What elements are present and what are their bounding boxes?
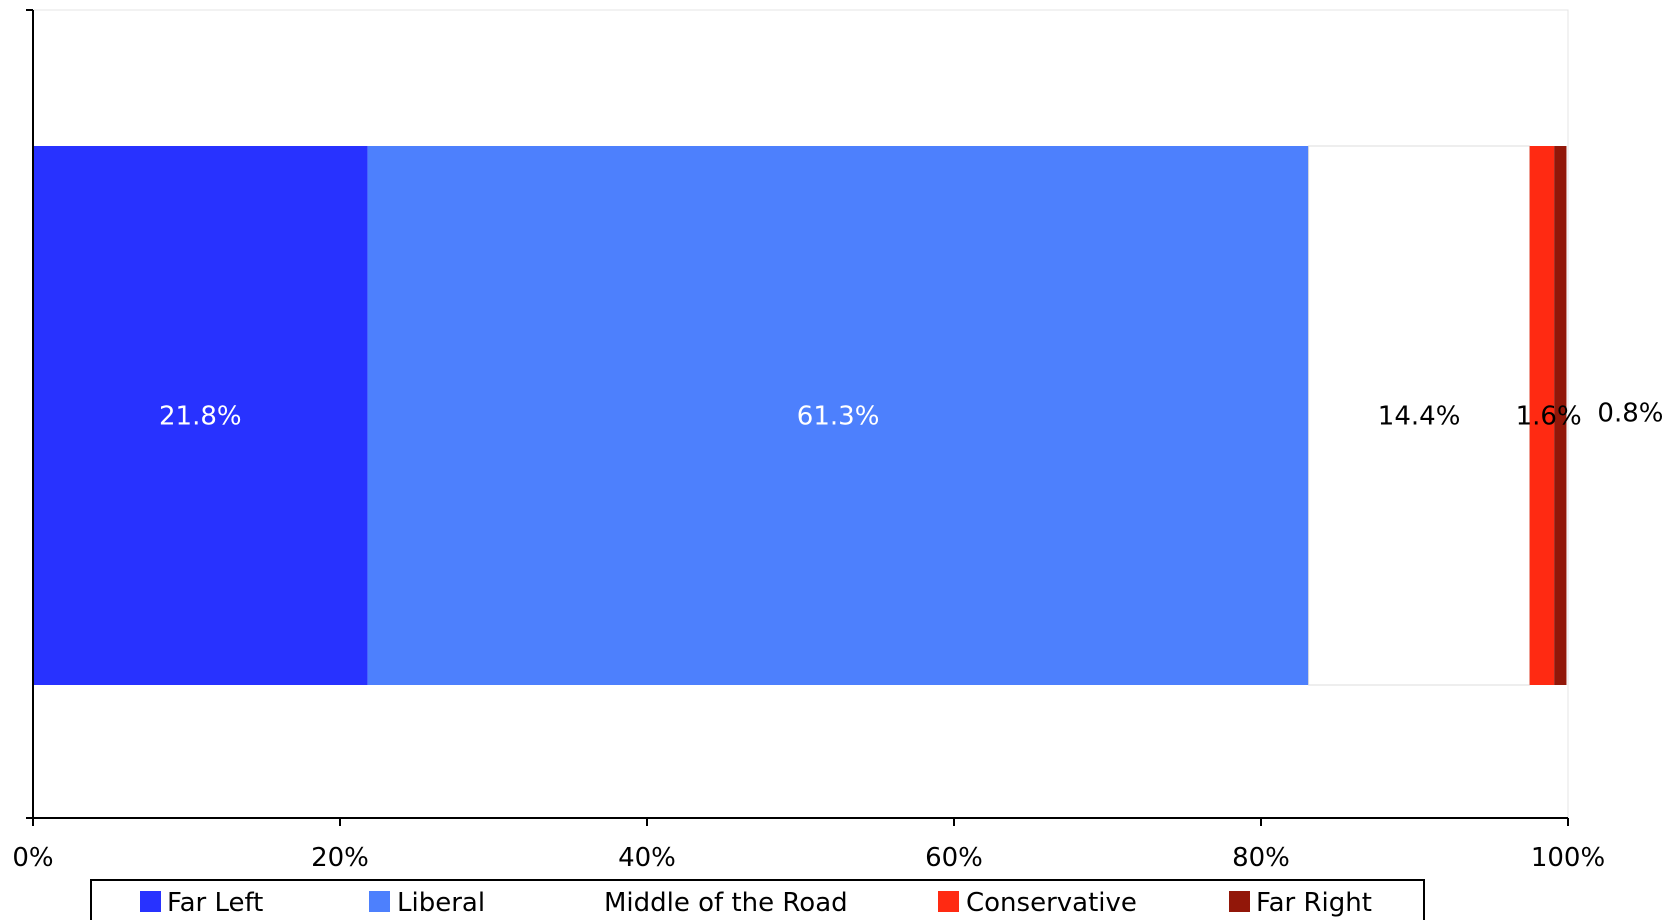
- bar-segment-middle-of-the-road: [1308, 145, 1531, 686]
- bar-segment-far-left: [33, 146, 368, 685]
- legend-item-far-left: Far Left: [140, 888, 263, 918]
- bar-segment-far-right: [1554, 146, 1567, 685]
- legend-label-conservative: Conservative: [966, 888, 1137, 918]
- legend-swatch-conservative: [938, 891, 959, 912]
- data-label-far-left: 21.8%: [159, 402, 242, 432]
- x-tick-label-20: 20%: [311, 843, 369, 873]
- legend-item-middle-of-the-road: Middle of the Road: [604, 888, 848, 918]
- data-labels-layer: 21.8% 61.3% 14.4% 1.6% 0.8%: [159, 399, 1663, 432]
- y-axis-ticks: [26, 9, 33, 819]
- data-label-liberal: 61.3%: [797, 402, 880, 432]
- data-label-far-right: 0.8%: [1597, 399, 1663, 429]
- data-label-middle-of-the-road: 14.4%: [1378, 402, 1461, 432]
- legend-label-middle-of-the-road: Middle of the Road: [604, 888, 848, 918]
- legend-items: Far Left Liberal Middle of the Road Conserv…: [140, 888, 1372, 918]
- legend-swatch-far-left: [140, 891, 161, 912]
- legend-box: [90, 879, 1425, 924]
- legend-swatch-far-right: [1229, 891, 1250, 912]
- legend-label-liberal: Liberal: [397, 888, 485, 918]
- x-tick-label-80: 80%: [1232, 843, 1290, 873]
- legend: Far Left Liberal Middle of the Road Conserv…: [90, 879, 1425, 924]
- legend-label-far-right: Far Right: [1256, 888, 1372, 918]
- x-axis-ticks: 0% 20% 40% 60% 80% 100%: [12, 818, 1605, 873]
- data-label-conservative: 1.6%: [1516, 402, 1582, 432]
- legend-label-far-left: Far Left: [167, 888, 263, 918]
- x-tick-label-60: 60%: [925, 843, 983, 873]
- legend-swatch-liberal: [369, 891, 390, 912]
- bars-layer: [33, 145, 1567, 686]
- legend-item-liberal: Liberal: [369, 888, 485, 918]
- x-tick-label-40: 40%: [618, 843, 676, 873]
- legend-item-conservative: Conservative: [938, 888, 1137, 918]
- x-tick-label-100: 100%: [1531, 843, 1605, 873]
- bar-segment-liberal: [367, 146, 1309, 685]
- legend-item-far-right: Far Right: [1229, 888, 1372, 918]
- x-tick-label-0: 0%: [12, 843, 53, 873]
- bar-segment-conservative: [1529, 146, 1555, 685]
